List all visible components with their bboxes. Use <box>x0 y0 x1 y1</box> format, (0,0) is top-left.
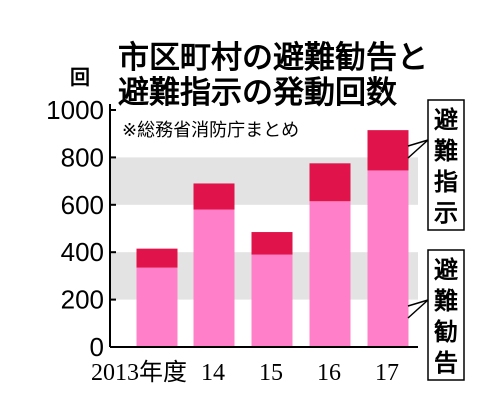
x-tick-label: 15 <box>259 360 283 386</box>
x-tick-label: 17 <box>375 360 399 386</box>
chart-note: ※総務省消防庁まとめ <box>122 120 299 141</box>
x-tick-label: 14 <box>201 360 225 386</box>
y-tick-label: 400 <box>61 237 104 267</box>
x-tick-label: 2013年度 <box>91 359 187 386</box>
legend-pointer <box>407 299 429 307</box>
legend-box <box>427 249 465 381</box>
legend-pointer <box>407 139 429 159</box>
x-tick-label: 16 <box>317 360 341 386</box>
legend-label-char: 避 <box>434 106 458 134</box>
legend-box <box>427 99 465 231</box>
bar-segment-kankoku <box>136 267 178 347</box>
bar-segment-shiji <box>309 163 351 202</box>
legend-pointer <box>407 139 429 147</box>
y-tick-label: 600 <box>61 190 104 220</box>
bar-segment-kankoku <box>367 170 409 347</box>
bar-segment-kankoku <box>309 201 351 347</box>
bar-segment-kankoku <box>251 254 293 347</box>
y-tick-label: 200 <box>61 285 104 315</box>
bar-segment-shiji <box>367 130 409 171</box>
legend-label-char: 難 <box>434 287 458 315</box>
legend-label-char: 避 <box>434 256 458 284</box>
legend-label-char: 指 <box>434 168 458 196</box>
legend-label-char: 勧 <box>434 318 458 346</box>
y-tick-label: 0 <box>90 332 104 362</box>
y-tick-label: 1000 <box>46 95 104 125</box>
chart-title-line1: 市区町村の避難勧告と <box>118 40 428 76</box>
legend-label-char: 難 <box>434 137 458 165</box>
legend-label-char: 告 <box>434 349 458 377</box>
legend-label-char: 示 <box>434 199 458 227</box>
bar-segment-shiji <box>251 232 293 255</box>
shaded-band <box>110 157 418 205</box>
y-axis-unit-label: 回 <box>70 65 90 89</box>
chart-title-line2: 避難指示の発動回数 <box>118 75 397 111</box>
legend-pointer <box>407 299 429 319</box>
bar-segment-shiji <box>136 248 178 268</box>
bar-segment-shiji <box>193 183 235 210</box>
bar-segment-kankoku <box>193 209 235 347</box>
y-tick-label: 800 <box>61 142 104 172</box>
